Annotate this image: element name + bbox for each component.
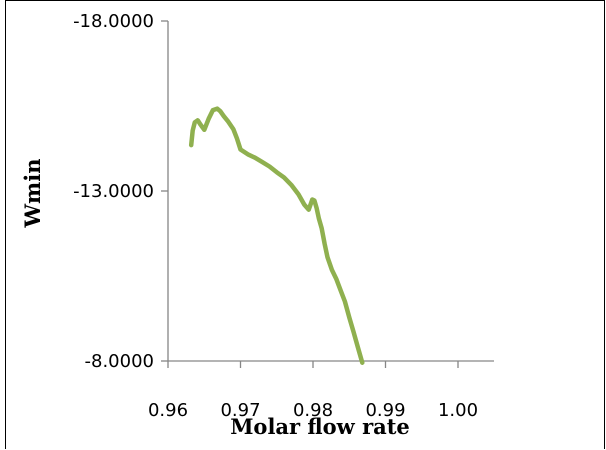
x-tick-label: 0.98 — [293, 400, 333, 421]
series-layer — [188, 106, 365, 365]
chart-border — [5, 0, 605, 449]
x-tick-label: 0.99 — [365, 400, 405, 421]
series-line — [188, 106, 365, 365]
y-tick-label: -8.0000 — [85, 351, 154, 372]
y-tick-label: -13.0000 — [73, 181, 154, 202]
x-tick-label: 0.97 — [220, 400, 260, 421]
y-tick-label: -18.0000 — [73, 11, 154, 32]
y-axis-title: Wmin — [20, 158, 45, 228]
axes — [167, 21, 494, 362]
x-axis-title: Molar flow rate — [230, 414, 410, 439]
x-tick-label: 0.96 — [148, 400, 188, 421]
ticks: -18.0000 -13.0000 -8.0000 0.96 0.97 0.98 0.99 1… — [73, 11, 478, 421]
x-tick-label: 1.00 — [438, 400, 478, 421]
